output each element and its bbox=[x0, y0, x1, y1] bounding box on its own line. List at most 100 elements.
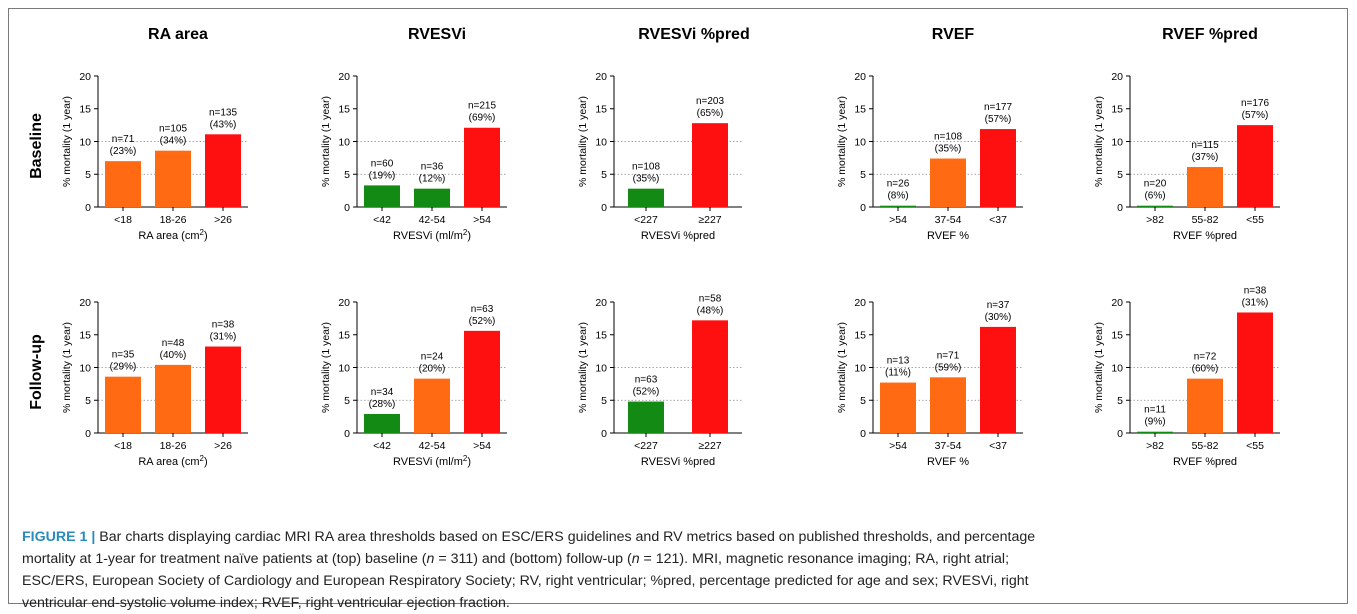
y-tick-label: 20 bbox=[595, 297, 607, 309]
caption-line-3: ESC/ERS, European Society of Cardiology … bbox=[22, 573, 1029, 589]
x-tick-label: >82 bbox=[1146, 440, 1164, 452]
y-axis-label: % mortality (1 year) bbox=[577, 96, 589, 187]
data-label-n: n=58 bbox=[699, 293, 722, 304]
bar-18 bbox=[105, 376, 141, 433]
y-tick-label: 15 bbox=[338, 104, 350, 116]
data-label-n: n=35 bbox=[112, 350, 135, 361]
bar-54 bbox=[464, 330, 500, 433]
bar-42 bbox=[364, 185, 400, 207]
data-label-n: n=108 bbox=[934, 132, 963, 143]
data-label-pct: (43%) bbox=[210, 119, 237, 130]
data-label-n: n=135 bbox=[209, 107, 238, 118]
bar-54 bbox=[464, 127, 500, 207]
y-tick-label: 5 bbox=[344, 395, 350, 407]
data-label-pct: (23%) bbox=[110, 146, 137, 157]
y-axis-label: % mortality (1 year) bbox=[577, 322, 589, 413]
y-tick-label: 0 bbox=[860, 202, 866, 214]
data-label-n: n=38 bbox=[212, 320, 235, 331]
data-label-n: n=176 bbox=[1241, 98, 1270, 109]
data-label-pct: (57%) bbox=[985, 114, 1012, 125]
data-label-pct: (6%) bbox=[1144, 191, 1165, 202]
chart-svg: 0 5 10 15 20 % mortality (1 year) <18 n=35(29%)… bbox=[61, 297, 248, 468]
y-tick-label: 5 bbox=[85, 169, 91, 181]
bar-227 bbox=[692, 320, 728, 433]
data-label-n: n=71 bbox=[112, 134, 135, 145]
data-label-n: n=177 bbox=[984, 102, 1013, 113]
data-label-pct: (20%) bbox=[419, 364, 446, 375]
data-label-pct: (19%) bbox=[369, 170, 396, 181]
x-tick-label: <55 bbox=[1246, 214, 1264, 226]
data-label-n: n=71 bbox=[937, 350, 960, 361]
x-axis-label: RVESVi (ml/m2) bbox=[393, 228, 471, 242]
data-label-pct: (30%) bbox=[985, 312, 1012, 323]
column-title-rvef-pred: RVEF %pred bbox=[1162, 26, 1258, 43]
data-label-pct: (65%) bbox=[697, 108, 724, 119]
x-tick-label: 55-82 bbox=[1192, 440, 1219, 452]
bar-227 bbox=[692, 123, 728, 207]
x-tick-label: >26 bbox=[214, 214, 232, 226]
x-axis-label: RVESVi (ml/m2) bbox=[393, 454, 471, 468]
x-tick-label: 42-54 bbox=[419, 214, 446, 226]
bar-18-26 bbox=[155, 364, 191, 433]
chart-svg: 0 5 10 15 20 % mortality (1 year) <18 n=71(23%)… bbox=[61, 71, 248, 242]
data-label-n: n=37 bbox=[987, 300, 1010, 311]
chart-svg: 0 5 10 15 20 % mortality (1 year) <42 n=60(19%)… bbox=[320, 71, 507, 242]
y-tick-label: 5 bbox=[85, 395, 91, 407]
bar-55 bbox=[1237, 125, 1273, 207]
y-tick-label: 10 bbox=[595, 136, 607, 148]
data-label-n: n=26 bbox=[887, 179, 910, 190]
y-tick-label: 5 bbox=[601, 395, 607, 407]
x-tick-label: >54 bbox=[889, 214, 907, 226]
y-axis-label: % mortality (1 year) bbox=[320, 96, 332, 187]
bar-18-26 bbox=[155, 150, 191, 207]
y-axis-label: % mortality (1 year) bbox=[320, 322, 332, 413]
data-label-n: n=108 bbox=[632, 162, 661, 173]
caption-n-1: n bbox=[426, 551, 435, 567]
caption-line-2: mortality at 1-year for treatment naïve … bbox=[22, 548, 1338, 570]
y-tick-label: 20 bbox=[338, 297, 350, 309]
bar-26 bbox=[205, 134, 241, 207]
x-axis-label: RVEF %pred bbox=[1173, 456, 1237, 468]
y-tick-label: 20 bbox=[79, 297, 91, 309]
bar-37 bbox=[980, 129, 1016, 207]
data-label-pct: (59%) bbox=[935, 362, 962, 373]
bar-26 bbox=[205, 346, 241, 433]
y-tick-label: 15 bbox=[854, 104, 866, 116]
y-tick-label: 5 bbox=[601, 169, 607, 181]
bar-54 bbox=[880, 382, 916, 433]
y-tick-label: 15 bbox=[595, 104, 607, 116]
y-tick-label: 0 bbox=[85, 202, 91, 214]
data-label-n: n=72 bbox=[1194, 352, 1217, 363]
chart-baseline-rvesvi: 0 5 10 15 20 % mortality (1 year) <42 n=60 (19%)… bbox=[302, 66, 542, 266]
x-tick-label: >54 bbox=[473, 440, 491, 452]
x-tick-label: >54 bbox=[473, 214, 491, 226]
y-axis-label: % mortality (1 year) bbox=[836, 322, 848, 413]
x-tick-label: >26 bbox=[214, 440, 232, 452]
y-tick-label: 0 bbox=[85, 428, 91, 440]
chart-baseline-ra-area: 0 5 10 15 20 % mortality (1 year) <18 n=71 (23%)… bbox=[43, 66, 283, 266]
figure-caption: FIGURE 1 | Bar charts displaying cardiac… bbox=[22, 526, 1338, 614]
x-tick-label: <55 bbox=[1246, 440, 1264, 452]
chart-svg: 0 5 10 15 20 % mortality (1 year) >82 n=11(9%) 5… bbox=[1093, 285, 1280, 468]
data-label-n: n=63 bbox=[635, 375, 658, 386]
figure-frame bbox=[8, 8, 1348, 604]
y-tick-label: 20 bbox=[79, 71, 91, 83]
column-title-ra-area: RA area bbox=[148, 26, 208, 43]
y-axis-label: % mortality (1 year) bbox=[61, 96, 73, 187]
bar-37-54 bbox=[930, 377, 966, 433]
data-label-pct: (48%) bbox=[697, 305, 724, 316]
x-tick-label: <18 bbox=[114, 214, 132, 226]
data-label-n: n=63 bbox=[471, 304, 494, 315]
data-label-pct: (8%) bbox=[887, 191, 908, 202]
bar-227 bbox=[628, 401, 664, 433]
x-axis-label: RVESVi %pred bbox=[641, 230, 715, 242]
data-label-pct: (37%) bbox=[1192, 152, 1219, 163]
data-label-pct: (57%) bbox=[1242, 110, 1269, 121]
y-tick-label: 0 bbox=[601, 202, 607, 214]
chart-svg: 0 5 10 15 20 % mortality (1 year) >54 n=26(8%) 3… bbox=[836, 71, 1023, 242]
caption-n-2: n bbox=[631, 551, 640, 567]
data-label-pct: (52%) bbox=[469, 316, 496, 327]
data-label-pct: (60%) bbox=[1192, 364, 1219, 375]
y-tick-label: 20 bbox=[1111, 71, 1123, 83]
caption-line-1: FIGURE 1 | Bar charts displaying cardiac… bbox=[22, 526, 1338, 548]
